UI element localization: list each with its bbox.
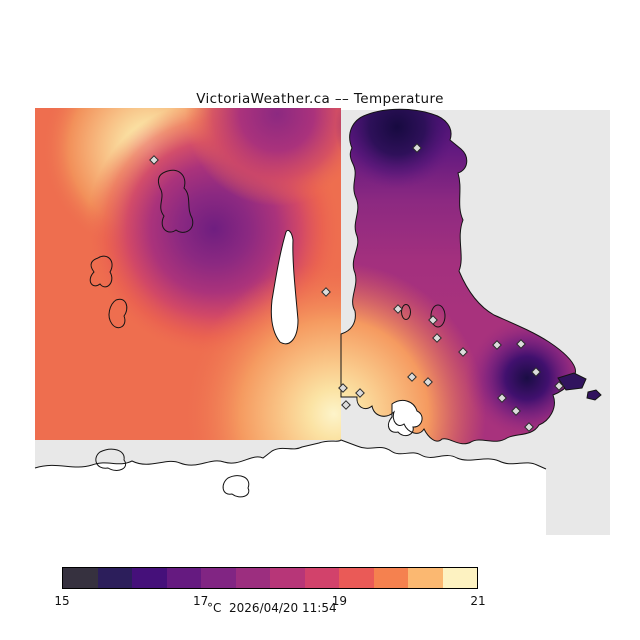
colorbar-cell <box>442 568 477 588</box>
colorbar-cell <box>408 568 443 588</box>
station-marker <box>492 340 502 350</box>
colorbar-cell <box>235 568 270 588</box>
colorbar-cell <box>339 568 374 588</box>
station-marker <box>516 339 526 349</box>
colorbar-cell <box>166 568 201 588</box>
station-marker <box>497 393 507 403</box>
station-marker <box>355 388 365 398</box>
cool-anomaly-north <box>185 108 369 206</box>
units-label: °C <box>207 601 222 615</box>
station-marker <box>149 155 159 165</box>
inlet-cutout <box>270 229 299 345</box>
station-marker <box>554 381 564 391</box>
station-marker <box>341 400 351 410</box>
station-marker <box>393 304 403 314</box>
station-marker <box>338 383 348 393</box>
colorbar-tick-label: 21 <box>470 594 486 608</box>
coastlines <box>89 108 576 445</box>
colorbar-cell <box>373 568 408 588</box>
warm-anomaly-south <box>182 262 486 444</box>
cold-spot-north <box>335 108 459 189</box>
stations-layer <box>149 143 564 432</box>
station-marker <box>531 367 541 377</box>
colorbar-tick-label: 15 <box>54 594 70 608</box>
colorbar-cell <box>132 568 167 588</box>
station-marker <box>458 347 468 357</box>
timestamp-label: 2026/04/20 11:54 <box>229 601 337 615</box>
colorbar-cell <box>201 568 236 588</box>
colorbar <box>62 567 478 589</box>
station-marker <box>412 143 422 153</box>
chart-title: VictoriaWeather.ca –– Temperature <box>196 91 444 107</box>
station-marker <box>428 315 438 325</box>
colorbar-tick-label: 19 <box>331 594 347 608</box>
station-marker <box>423 377 433 387</box>
no-data-land <box>34 439 547 535</box>
station-marker <box>321 287 331 297</box>
colorbar-cell <box>63 568 98 588</box>
station-marker <box>432 333 442 343</box>
colorbar-cell <box>304 568 339 588</box>
offshore-islands <box>557 372 602 401</box>
colorbar-cell <box>270 568 305 588</box>
harbour-cutout <box>387 400 423 437</box>
colorbar-footer: °C 2026/04/20 11:54 <box>207 601 337 615</box>
colorbar-ticks: 15 17 19 21 <box>0 594 640 610</box>
station-marker <box>407 372 417 382</box>
station-marker <box>524 422 534 432</box>
station-marker <box>511 406 521 416</box>
colorbar-cell <box>97 568 132 588</box>
colorbar-tick-label: 17 <box>193 594 209 608</box>
